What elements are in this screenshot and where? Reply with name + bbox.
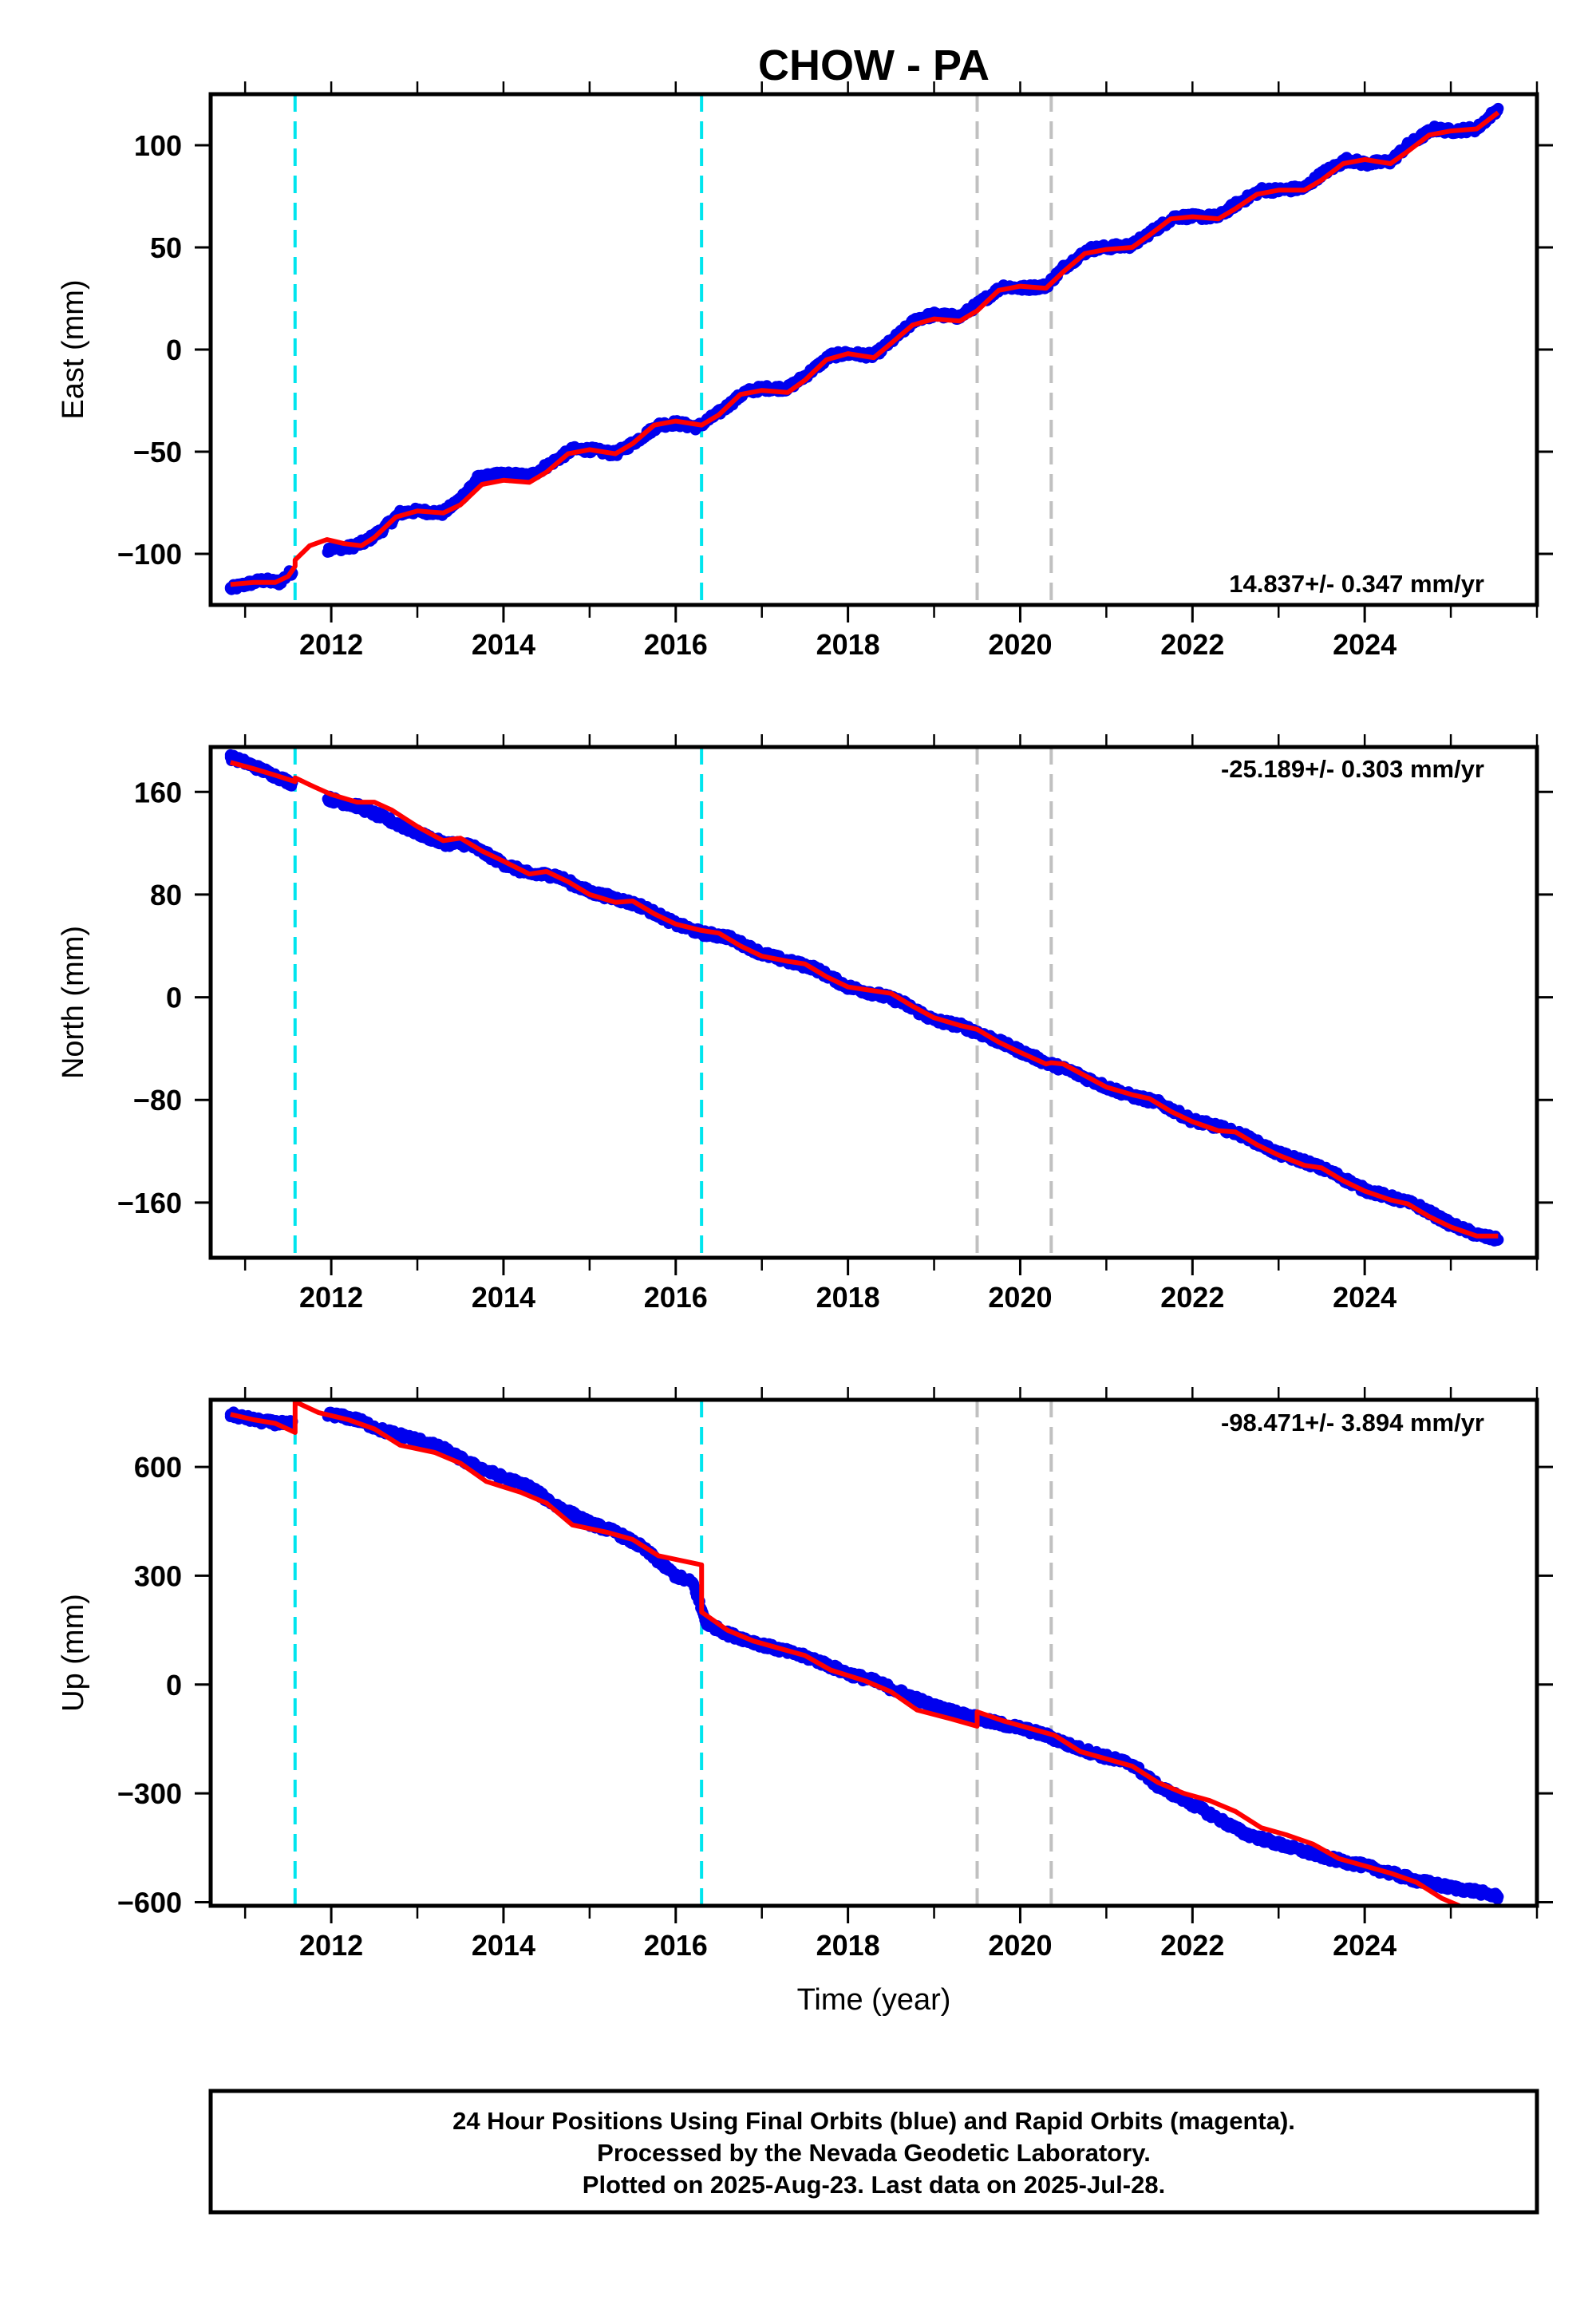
north-x-tick-label: 2018 xyxy=(816,1281,880,1314)
up-model-fit-line xyxy=(230,1400,1461,1906)
footer-line-2: Processed by the Nevada Geodetic Laborat… xyxy=(597,2139,1151,2167)
east-daily-position-point xyxy=(326,542,338,554)
east-y-tick-label: −50 xyxy=(133,436,182,468)
up-daily-position-point xyxy=(928,1701,940,1713)
up-daily-position-point xyxy=(700,1617,712,1629)
footer-box: 24 Hour Positions Using Final Orbits (bl… xyxy=(208,2089,1539,2215)
north-daily-position-point xyxy=(377,812,389,824)
up-y-tick-label: 600 xyxy=(134,1451,182,1484)
footer-frame xyxy=(208,2089,1539,2215)
up-y-tick-label: 0 xyxy=(166,1669,182,1701)
up-break-lines xyxy=(293,1400,1053,1906)
up-daily-position-point xyxy=(954,1708,966,1720)
north-y-tick-label: 0 xyxy=(166,982,182,1014)
up-daily-position-point xyxy=(1445,1882,1457,1894)
up-daily-position-point xyxy=(670,1570,681,1582)
east-y-tick-label: −100 xyxy=(117,538,182,571)
north-x-tick-label: 2016 xyxy=(644,1281,708,1314)
north-y-axis-label: North (mm) xyxy=(57,926,90,1079)
east-break-lines xyxy=(293,94,1053,605)
up-x-tick-label: 2020 xyxy=(988,1929,1052,1962)
east-x-tick-label: 2020 xyxy=(988,628,1052,661)
north-y-tick-label: −80 xyxy=(133,1084,182,1117)
east-x-tick-label: 2016 xyxy=(644,628,708,661)
north-model-fit xyxy=(230,760,1499,1239)
up-daily-position-point xyxy=(523,1481,535,1493)
up-daily-position-point xyxy=(1471,1885,1483,1897)
east-rate-label: 14.837+/- 0.347 mm/yr xyxy=(1229,570,1484,598)
east-daily-position-point xyxy=(472,472,484,484)
east-x-tick-label: 2024 xyxy=(1333,628,1396,661)
panel-north: 2012 2014 2016 2018 2020 2022 2024 −160 −80 0 80 16… xyxy=(57,734,1553,1314)
north-x-tick-label: 2020 xyxy=(988,1281,1052,1314)
up-daily-position-point xyxy=(687,1577,699,1589)
x-axis-label: Time (year) xyxy=(797,1983,951,2017)
chart-title: CHOW - PA xyxy=(758,41,990,89)
up-x-tick-label: 2018 xyxy=(816,1929,880,1962)
panel-east: 2012 2014 2016 2018 2020 2022 2024 −100 −50 0 50 10… xyxy=(57,81,1553,661)
north-x-tick-label: 2012 xyxy=(299,1281,363,1314)
north-y-tick-label: −160 xyxy=(117,1187,182,1219)
up-daily-position-point xyxy=(1238,1828,1250,1840)
up-daily-position-point xyxy=(1212,1812,1224,1824)
up-frame xyxy=(208,1397,1539,1908)
up-daily-positions xyxy=(224,1406,1504,1905)
up-x-tick-label: 2012 xyxy=(299,1929,363,1962)
east-y-tick-label: 50 xyxy=(150,231,182,264)
east-x-tick-label: 2022 xyxy=(1160,628,1224,661)
east-y-tick-label: 0 xyxy=(166,334,182,366)
up-x-tick-label: 2024 xyxy=(1333,1929,1396,1962)
up-model-fit xyxy=(230,1400,1461,1906)
up-daily-position-point xyxy=(437,1443,449,1455)
panel-up: 2012 2014 2016 2018 2020 2022 2024 −600 −300 0 300… xyxy=(57,1387,1553,1962)
up-daily-position-point xyxy=(1298,1845,1310,1857)
east-daily-positions xyxy=(224,102,1504,595)
north-rate-label: -25.189+/- 0.303 mm/yr xyxy=(1221,755,1484,783)
up-x-tick-label: 2014 xyxy=(472,1929,535,1962)
north-x-tick-label: 2022 xyxy=(1160,1281,1224,1314)
up-daily-position-point xyxy=(1492,1891,1504,1903)
east-x-tick-label: 2012 xyxy=(299,628,363,661)
north-frame xyxy=(208,745,1539,1260)
up-x-tick-label: 2016 xyxy=(644,1929,708,1962)
up-x-tick-label: 2022 xyxy=(1160,1929,1224,1962)
north-y-tick-label: 80 xyxy=(150,879,182,911)
east-model-fit-line xyxy=(230,110,1500,587)
north-daily-position-point xyxy=(224,751,236,763)
north-break-lines xyxy=(293,747,1053,1258)
up-daily-position-point xyxy=(412,1433,424,1445)
footer-line-1: 24 Hour Positions Using Final Orbits (bl… xyxy=(452,2107,1295,2135)
up-daily-position-point xyxy=(497,1472,509,1484)
up-y-axis-label: Up (mm) xyxy=(57,1594,90,1712)
up-y-tick-label: −300 xyxy=(117,1777,182,1810)
east-frame xyxy=(208,92,1539,607)
up-y-tick-label: 300 xyxy=(134,1559,182,1592)
east-model-fit xyxy=(230,110,1500,587)
east-daily-position-point xyxy=(1492,102,1504,114)
north-x-tick-label: 2014 xyxy=(472,1281,535,1314)
footer-line-3: Plotted on 2025-Aug-23. Last data on 202… xyxy=(583,2171,1165,2199)
east-daily-position-point xyxy=(497,468,509,480)
north-x-tick-label: 2024 xyxy=(1333,1281,1396,1314)
east-x-tick-label: 2018 xyxy=(816,628,880,661)
up-rate-label: -98.471+/- 3.894 mm/yr xyxy=(1221,1409,1484,1437)
east-x-tick-label: 2014 xyxy=(472,628,535,661)
north-model-fit-line xyxy=(230,760,1499,1239)
north-y-tick-label: 160 xyxy=(134,776,182,808)
east-axes: 2012 2014 2016 2018 2020 2022 2024 −100 −50 0 50 10… xyxy=(117,81,1553,661)
up-axes: 2012 2014 2016 2018 2020 2022 2024 −600 −300 0 300… xyxy=(117,1387,1553,1962)
up-daily-position-point xyxy=(1273,1838,1285,1850)
east-y-tick-label: 100 xyxy=(134,129,182,162)
up-y-tick-label: −600 xyxy=(117,1886,182,1919)
north-axes: 2012 2014 2016 2018 2020 2022 2024 −160 −80 0 80 16… xyxy=(117,734,1553,1314)
east-y-axis-label: East (mm) xyxy=(57,279,90,419)
up-daily-position-point xyxy=(1187,1798,1199,1810)
